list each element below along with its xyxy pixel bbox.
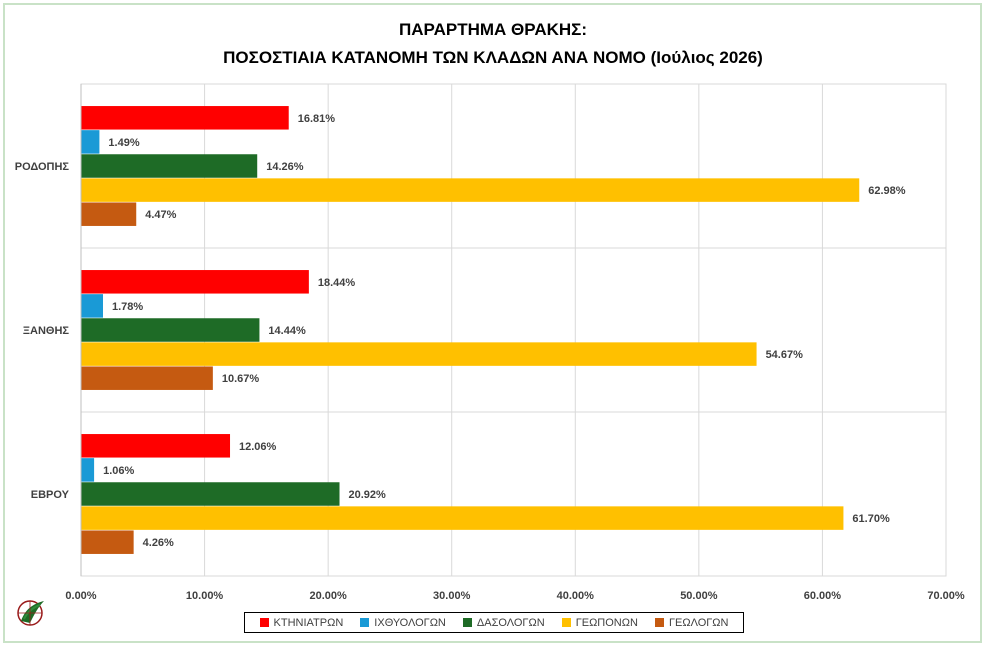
data-label: 1.49% — [108, 137, 139, 149]
data-label: 1.06% — [103, 465, 134, 477]
data-label: 20.92% — [349, 489, 387, 501]
legend-swatch — [462, 618, 472, 627]
bar — [81, 458, 95, 482]
bars — [81, 106, 860, 554]
x-tick-label: 0.00% — [65, 590, 96, 602]
legend-label: ΙΧΘΥΟΛΟΓΩΝ — [374, 616, 446, 629]
bar — [81, 154, 258, 178]
legend-label: ΓΕΩΛΟΓΩΝ — [668, 616, 729, 629]
data-label: 10.67% — [222, 373, 260, 385]
legend-swatch — [654, 618, 664, 627]
data-label: 4.26% — [143, 537, 174, 549]
data-label: 18.44% — [318, 277, 356, 289]
bar — [81, 270, 309, 294]
bar — [81, 434, 231, 458]
legend-label: ΚΤΗΝΙΑΤΡΩΝ — [273, 616, 344, 629]
axes: 0.00% 10.00% 20.00% 30.00% 40.00% 50.00% 60.00… — [15, 84, 965, 602]
x-tick-label: 30.00% — [433, 590, 471, 602]
bar — [81, 178, 860, 202]
x-tick-label: 70.00% — [927, 590, 965, 602]
category-label: ΡΟΔΟΠΗΣ — [15, 161, 70, 173]
bar — [81, 482, 340, 506]
data-label: 1.78% — [112, 301, 143, 313]
chart-title-line-1: ΠΑΡΑΡΤΗΜΑ ΘΡΑΚΗΣ: — [399, 20, 587, 39]
x-tick-label: 50.00% — [680, 590, 718, 602]
legend-item: ΚΤΗΝΙΑΤΡΩΝ — [259, 616, 344, 629]
data-label: 16.81% — [298, 113, 336, 125]
data-label: 12.06% — [239, 441, 277, 453]
bar — [81, 366, 213, 390]
bar — [81, 506, 844, 530]
data-label: 62.98% — [868, 185, 906, 197]
organization-logo — [8, 597, 68, 643]
legend-swatch — [259, 618, 269, 627]
bar — [81, 202, 137, 226]
x-tick-label: 10.00% — [186, 590, 224, 602]
category-label: ΕΒΡΟΥ — [31, 489, 70, 501]
bar — [81, 530, 134, 554]
x-tick-label: 40.00% — [557, 590, 595, 602]
data-label: 61.70% — [852, 513, 890, 525]
bar — [81, 106, 289, 130]
legend-item: ΙΧΘΥΟΛΟΓΩΝ — [360, 617, 446, 629]
data-labels: 16.81% 1.49% 14.26% 62.98% 4.47% 18.44% 1.78% 1… — [103, 113, 906, 549]
x-tick-label: 60.00% — [804, 590, 842, 602]
bar — [81, 294, 103, 318]
data-label: 54.67% — [766, 349, 804, 361]
category-label: ΞΑΝΘΗΣ — [23, 325, 69, 337]
data-label: 14.26% — [266, 161, 304, 173]
legend-swatch — [360, 618, 370, 627]
chart-title-line-2: ΠΟΣΟΣΤΙΑΙΑ ΚΑΤΑΝΟΜΗ ΤΩΝ ΚΛΑΔΩΝ ΑΝΑ ΝΟΜΟ … — [223, 48, 763, 67]
legend-label: ΓΕΩΠΟΝΩΝ — [575, 616, 638, 629]
legend-item: ΓΕΩΠΟΝΩΝ — [561, 616, 638, 629]
data-label: 14.44% — [268, 325, 306, 337]
legend: ΚΤΗΝΙΑΤΡΩΝ ΙΧΘΥΟΛΟΓΩΝ ΔΑΣΟΛΟΓΩΝ ΓΕΩΠΟΝΩΝ ΓΕΩ… — [244, 612, 744, 633]
bar — [81, 318, 260, 342]
legend-label: ΔΑΣΟΛΟΓΩΝ — [476, 616, 545, 629]
legend-item: ΓΕΩΛΟΓΩΝ — [654, 616, 729, 629]
bar — [81, 342, 757, 366]
x-tick-label: 20.00% — [309, 590, 347, 602]
legend-swatch — [561, 618, 571, 627]
data-label: 4.47% — [145, 209, 176, 221]
legend-item: ΔΑΣΟΛΟΓΩΝ — [462, 616, 545, 629]
bar — [81, 130, 100, 154]
